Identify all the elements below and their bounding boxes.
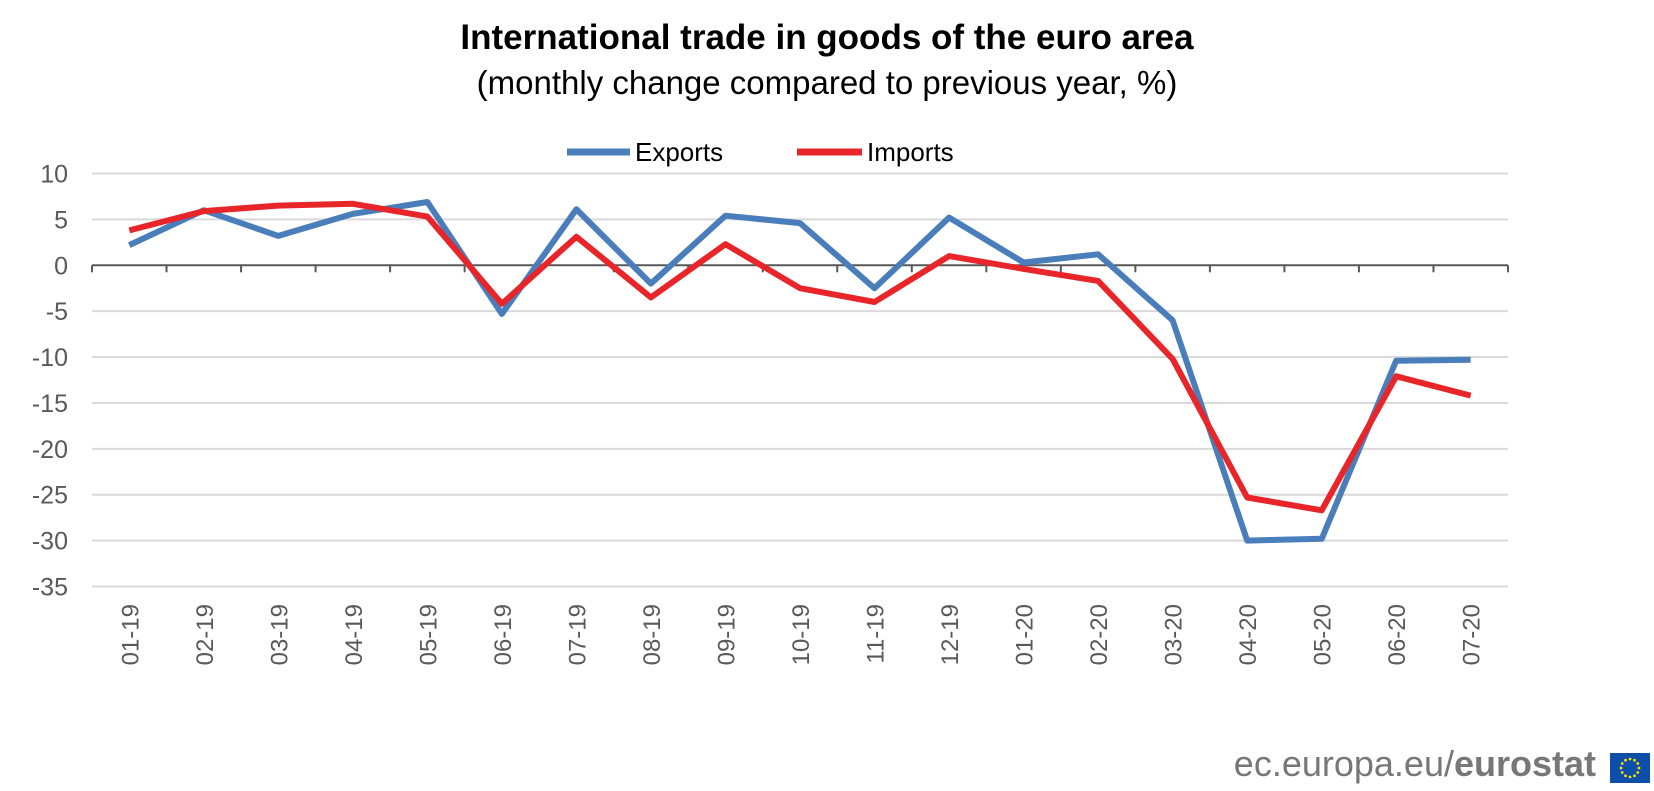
gridlines: [92, 172, 1508, 588]
x-tick-label: 08-19: [639, 604, 666, 665]
zero-axis: [91, 264, 1509, 273]
x-tick-label: 07-19: [564, 604, 591, 665]
source-brand: eurostat: [1453, 743, 1596, 784]
x-tick-label: 10-19: [788, 604, 815, 665]
line-chart: 10 5 0 -5 -10 -15 -20 -25 -30 -35 01-19 02-19 03-19…: [32, 137, 1509, 665]
y-tick-label: -15: [32, 390, 68, 418]
y-tick-label: -10: [32, 344, 68, 372]
y-tick-label: -30: [32, 528, 68, 556]
x-tick-label: 04-19: [341, 604, 368, 665]
x-tick-label: 09-19: [713, 604, 740, 665]
x-tick-label: 06-20: [1384, 604, 1411, 665]
x-tick-label: 05-20: [1310, 604, 1337, 665]
y-axis-ticks: 10 5 0 -5 -10 -15 -20 -25 -30 -35: [32, 161, 68, 602]
x-tick-label: 12-19: [937, 604, 964, 665]
x-tick-label: 03-19: [266, 604, 293, 665]
x-tick-label: 02-20: [1086, 604, 1113, 665]
y-tick-label: -20: [32, 436, 68, 464]
x-tick-label: 01-19: [117, 604, 144, 665]
x-tick-label: 07-20: [1459, 604, 1486, 665]
y-tick-label: 10: [40, 161, 68, 189]
x-tick-label: 11-19: [863, 604, 890, 664]
x-tick-label: 01-20: [1012, 604, 1039, 665]
x-tick-label: 03-20: [1161, 604, 1188, 665]
legend-label-exports: Exports: [635, 137, 723, 167]
y-tick-label: -25: [32, 482, 68, 510]
legend: Exports Imports: [567, 137, 954, 167]
series-line-imports: [128, 200, 1472, 514]
series-lines: [128, 199, 1472, 544]
series-line-exports: [128, 199, 1471, 544]
chart-title: International trade in goods of the euro…: [460, 18, 1194, 57]
y-tick-label: -5: [46, 298, 68, 326]
x-axis-ticks: 01-19 02-19 03-19 04-19 05-19 06-19 07-19 08-19…: [117, 604, 1485, 665]
x-tick-label: 05-19: [415, 604, 442, 665]
y-tick-label: -35: [32, 574, 68, 602]
source-site: ec.europa.eu/: [1233, 743, 1454, 784]
x-tick-label: 02-19: [192, 604, 219, 665]
y-tick-label: 0: [54, 252, 68, 280]
y-tick-label: 5: [54, 206, 68, 234]
source-footer: ec.europa.eu/eurostat: [1234, 741, 1596, 785]
chart-subtitle: (monthly change compared to previous yea…: [476, 64, 1178, 101]
x-tick-label: 06-19: [490, 604, 517, 665]
legend-label-imports: Imports: [867, 137, 954, 167]
x-tick-label: 04-20: [1235, 604, 1262, 665]
eu-flag-icon: [1610, 753, 1650, 783]
